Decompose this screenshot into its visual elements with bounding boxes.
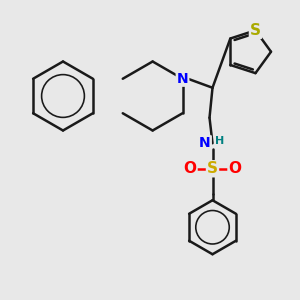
Text: O: O [229,161,242,176]
Text: H: H [215,136,225,146]
Text: S: S [250,23,261,38]
Text: S: S [207,161,218,176]
Text: O: O [184,161,196,176]
Text: N: N [177,72,188,86]
Text: N: N [199,136,211,150]
